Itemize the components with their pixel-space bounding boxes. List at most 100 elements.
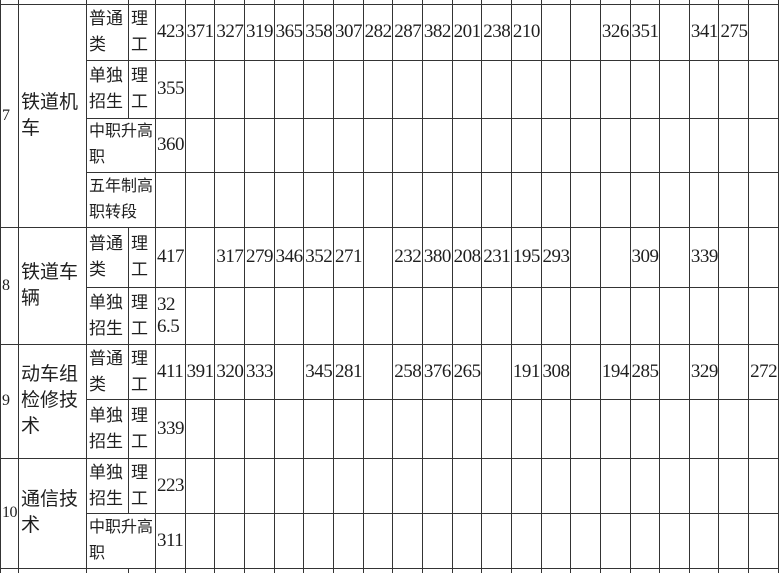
score-cell: 311 — [155, 512, 186, 569]
partial-row-cell — [659, 567, 690, 573]
score-cell — [659, 512, 690, 569]
score-cell — [421, 59, 453, 119]
score-cell: 423 — [155, 3, 186, 61]
score-cell: 345 — [303, 343, 334, 400]
score-cell — [451, 286, 483, 345]
subject-type: 理工 — [128, 398, 156, 459]
score-cell — [273, 343, 305, 400]
score-cell: 275 — [718, 3, 750, 61]
score-cell — [214, 398, 245, 459]
score-cell — [451, 171, 483, 228]
score-cell — [243, 59, 275, 119]
score-cell — [184, 457, 216, 514]
score-cell — [362, 226, 394, 288]
score-cell: 238 — [481, 3, 512, 61]
score-cell — [629, 457, 661, 514]
score-cell: 191 — [510, 343, 542, 400]
score-cell — [303, 457, 334, 514]
partial-row-cell — [688, 567, 720, 573]
score-cell — [421, 117, 453, 173]
score-cell: 352 — [303, 226, 334, 288]
score-cell: 380 — [421, 226, 453, 288]
score-cell — [481, 398, 512, 459]
admission-type: 普通类 — [86, 3, 129, 61]
score-cell — [570, 286, 601, 345]
score-cell: 208 — [451, 226, 483, 288]
score-cell — [570, 457, 601, 514]
subject-type: 理工 — [128, 343, 156, 400]
major-name: 铁道车辆 — [18, 226, 87, 345]
score-cell — [332, 457, 364, 514]
score-cell — [184, 512, 216, 569]
score-cell: 341 — [688, 3, 720, 61]
score-cell — [718, 286, 750, 345]
score-cell — [748, 59, 779, 119]
score-cell: 417 — [155, 226, 186, 288]
score-cell — [421, 457, 453, 514]
score-cell — [481, 286, 512, 345]
score-cell — [748, 117, 779, 173]
subject-type: 理工 — [128, 457, 156, 514]
score-cell — [510, 117, 542, 173]
score-cell — [303, 398, 334, 459]
admission-type: 普通类 — [86, 226, 129, 288]
partial-row-cell — [748, 567, 779, 573]
score-cell: 265 — [451, 343, 483, 400]
score-cell — [599, 457, 631, 514]
score-cell: 360 — [155, 117, 186, 173]
score-cell — [688, 286, 720, 345]
score-cell — [570, 59, 601, 119]
score-cell — [659, 117, 690, 173]
score-cell — [303, 171, 334, 228]
score-cell — [748, 398, 779, 459]
score-cell — [748, 457, 779, 514]
score-cell — [332, 398, 364, 459]
score-cell: 319 — [243, 3, 275, 61]
score-cell — [184, 171, 216, 228]
score-cell: 293 — [540, 226, 572, 288]
score-cell — [481, 117, 512, 173]
score-cell: 210 — [510, 3, 542, 61]
score-cell — [392, 117, 423, 173]
partial-row-cell — [629, 567, 661, 573]
score-cell — [659, 59, 690, 119]
score-cell — [392, 59, 423, 119]
score-cell — [748, 226, 779, 288]
score-cell: 32 6.5 — [155, 286, 186, 345]
score-cell: 308 — [540, 343, 572, 400]
score-cell — [718, 457, 750, 514]
score-cell — [688, 59, 720, 119]
partial-row-cell — [243, 567, 275, 573]
score-cell — [214, 457, 245, 514]
score-cell — [540, 512, 572, 569]
score-cell — [303, 286, 334, 345]
score-cell — [659, 343, 690, 400]
score-cell — [421, 398, 453, 459]
score-cell — [748, 286, 779, 345]
score-cell — [688, 398, 720, 459]
score-cell — [451, 512, 483, 569]
score-cell — [481, 171, 512, 228]
partial-row-cell — [18, 567, 87, 573]
score-cell — [421, 286, 453, 345]
admission-type: 五年制高职转段 — [86, 171, 156, 228]
partial-row-cell — [481, 567, 512, 573]
score-cell — [392, 512, 423, 569]
score-cell: 326 — [599, 3, 631, 61]
score-cell: 355 — [155, 59, 186, 119]
score-cell: 282 — [362, 3, 394, 61]
score-cell: 281 — [332, 343, 364, 400]
score-cell — [481, 512, 512, 569]
score-cell — [599, 398, 631, 459]
score-cell — [451, 59, 483, 119]
score-cell — [332, 117, 364, 173]
score-cell — [629, 117, 661, 173]
major-name: 通信技术 — [18, 457, 87, 569]
score-cell — [540, 117, 572, 173]
score-cell — [599, 59, 631, 119]
score-cell — [303, 512, 334, 569]
subject-type: 理工 — [128, 226, 156, 288]
score-cell — [718, 398, 750, 459]
score-cell — [362, 512, 394, 569]
admission-type: 中职升高职 — [86, 512, 156, 569]
